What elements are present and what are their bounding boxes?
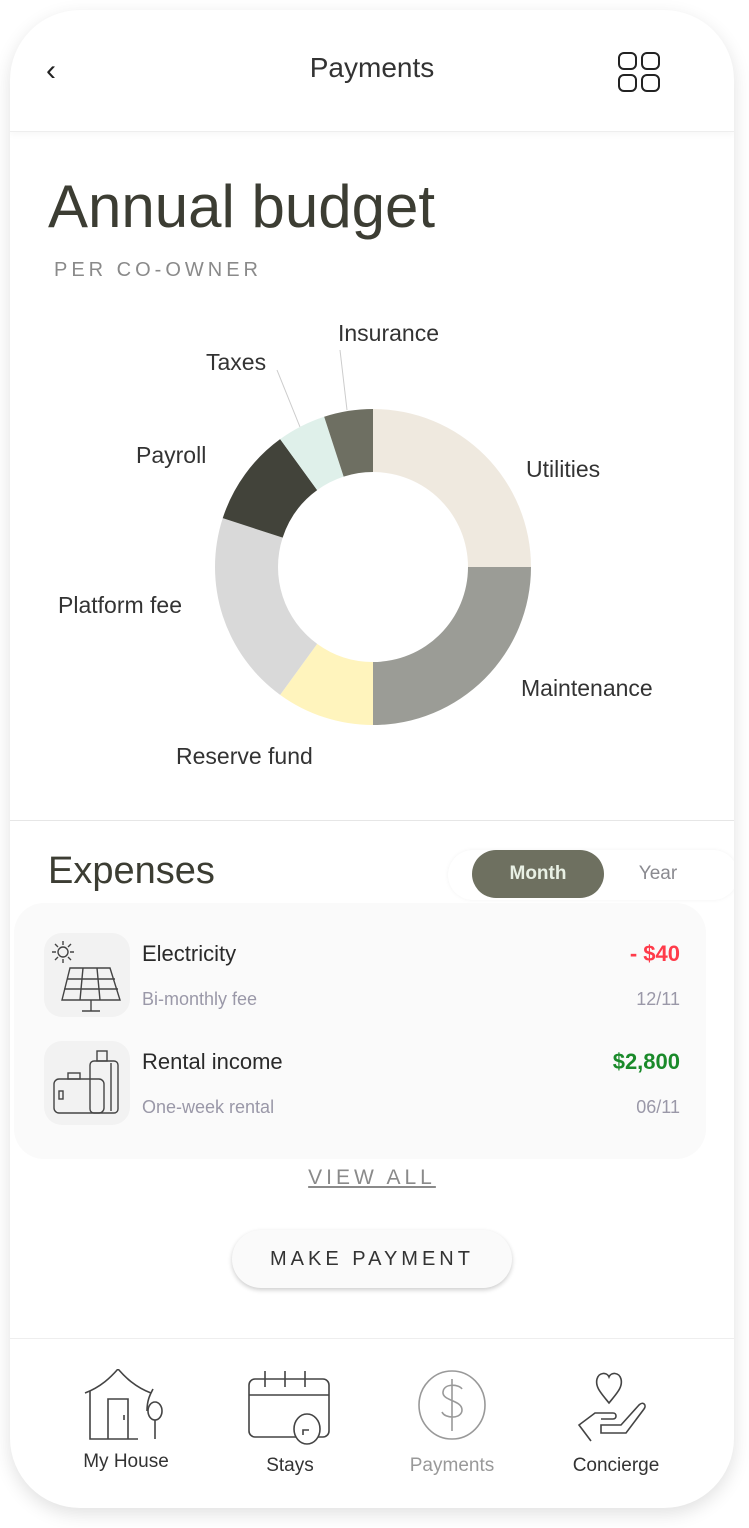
- label-maintenance: Maintenance: [521, 675, 653, 701]
- period-toggle: Month Year: [448, 850, 734, 900]
- donut-slice-insurance: [324, 409, 373, 477]
- nav-my-house[interactable]: My House: [56, 1369, 196, 1473]
- nav-label: Concierge: [572, 1455, 660, 1476]
- donut-slice-payroll: [222, 439, 318, 538]
- header: ‹ Payments: [10, 10, 734, 132]
- nav-label: My House: [83, 1451, 169, 1472]
- expenses-title: Expenses: [48, 850, 215, 892]
- expenses-list: Electricity Bi-monthly fee - $40 12/11 R…: [14, 903, 706, 1159]
- chevron-left-icon[interactable]: ‹: [46, 54, 56, 87]
- expense-item[interactable]: Electricity Bi-monthly fee - $40 12/11: [44, 933, 680, 1023]
- solar-panel-icon: [44, 933, 130, 1017]
- donut-slice-taxes: [280, 416, 344, 491]
- nav-payments[interactable]: Payments: [382, 1369, 522, 1477]
- donut-slice-maintenance: [373, 567, 531, 725]
- heart-hand-icon: [577, 1372, 646, 1442]
- toggle-month[interactable]: Month: [472, 850, 604, 898]
- donut-chart: [215, 349, 531, 725]
- house-icon: [84, 1369, 163, 1440]
- expense-date: 06/11: [636, 1097, 680, 1117]
- label-reserve-fund: Reserve fund: [176, 743, 313, 769]
- nav-stays[interactable]: Stays: [220, 1369, 360, 1477]
- insurance-leader-line: [339, 349, 348, 411]
- donut-slice-platform-fee: [215, 518, 318, 695]
- nav-label: Stays: [266, 1455, 314, 1476]
- page-title: Payments: [309, 52, 435, 83]
- budget-subtitle: PER CO-OWNER: [54, 259, 262, 281]
- dollar-coin-icon: [418, 1370, 486, 1440]
- make-payment-button[interactable]: MAKE PAYMENT: [232, 1230, 512, 1288]
- expense-desc: Bi-monthly fee: [142, 989, 258, 1009]
- view-all-link[interactable]: VIEW ALL: [308, 1166, 436, 1189]
- expense-amount: - $40: [629, 941, 680, 966]
- bottom-nav: My House Stays Payments Concierge: [10, 1338, 734, 1508]
- label-platform-fee: Platform fee: [58, 592, 182, 618]
- label-payroll: Payroll: [136, 442, 207, 468]
- label-insurance: Insurance: [338, 320, 440, 346]
- expense-name: Electricity: [142, 941, 237, 966]
- divider: [10, 820, 734, 821]
- nav-label: Payments: [409, 1455, 495, 1476]
- donut-slice-reserve-fund: [280, 643, 373, 725]
- expense-amount: $2,800: [612, 1049, 680, 1074]
- label-utilities: Utilities: [526, 456, 601, 482]
- expense-item[interactable]: Rental income One-week rental $2,800 06/…: [44, 1041, 680, 1131]
- phone-screen: ‹ Payments Annual budget PER CO-OWNER In…: [10, 10, 734, 1508]
- budget-title: Annual budget: [48, 173, 436, 240]
- expense-desc: One-week rental: [142, 1097, 275, 1117]
- nav-concierge[interactable]: Concierge: [546, 1369, 686, 1477]
- label-taxes: Taxes: [206, 349, 267, 375]
- expense-name: Rental income: [142, 1049, 283, 1074]
- taxes-leader-line: [276, 369, 301, 428]
- donut-slice-utilities: [373, 409, 531, 567]
- toggle-year[interactable]: Year: [638, 863, 678, 884]
- luggage-icon: [44, 1041, 130, 1125]
- grid-icon[interactable]: [618, 52, 660, 92]
- expense-date: 12/11: [636, 989, 680, 1009]
- calendar-icon: [248, 1371, 330, 1445]
